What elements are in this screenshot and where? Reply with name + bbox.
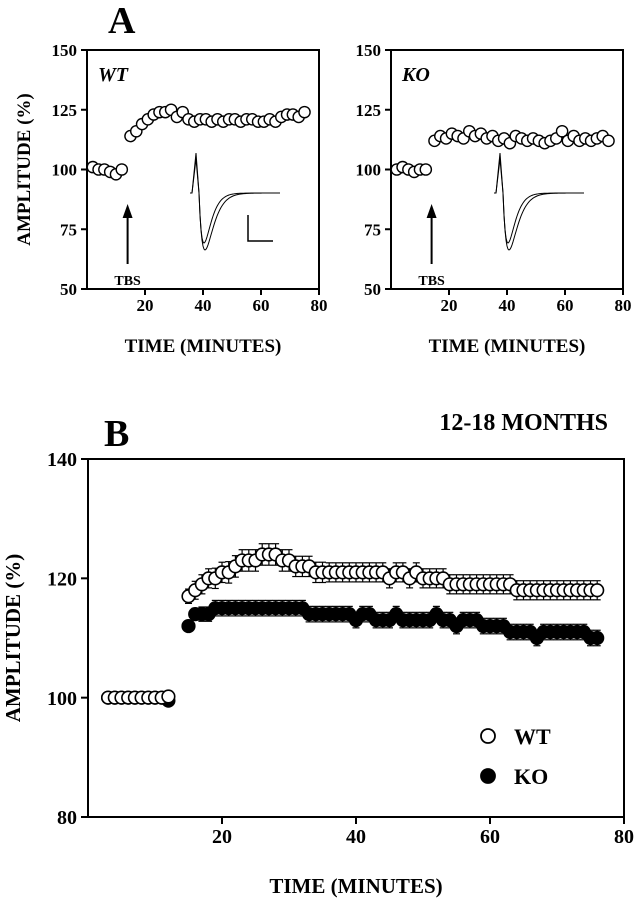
panel-b-chart: 80 100 120 140 20 40 60 80 TIME (MINUTES) AMPLITU… (1, 410, 634, 898)
y-tick-label: 140 (47, 449, 77, 471)
data-point-ko (590, 630, 605, 646)
x-axis-label: TIME (MINUTES) (269, 874, 442, 898)
chart-title: 12-18 MONTHS (439, 410, 608, 436)
y-axis-label: AMPLITUDE (%) (1, 554, 25, 723)
panel-letter-a: A (108, 0, 136, 42)
y-tick-label: 125 (52, 101, 78, 120)
panel-a-wt-chart: 50 75 100 125 150 20 40 60 80 TIME (MINUTES) AMPLI… (14, 41, 328, 357)
y-tick-label: 150 (356, 41, 382, 60)
x-tick-label: 60 (557, 296, 574, 315)
epsp-trace (190, 152, 280, 251)
epsp-trace (494, 152, 584, 251)
data-point-wt (590, 583, 605, 598)
x-axis-label: TIME (MINUTES) (125, 336, 282, 357)
x-tick-label: 80 (615, 296, 632, 315)
panel-letter-b: B (104, 413, 129, 455)
data-point (555, 124, 569, 138)
y-tick-label: 100 (52, 161, 78, 180)
y-tick-label: 120 (47, 569, 77, 591)
y-tick-label: 80 (57, 807, 77, 829)
y-tick-label: 50 (60, 280, 77, 299)
data-point (602, 134, 615, 148)
legend: WT KO (480, 724, 551, 789)
y-tick-label: 100 (47, 688, 77, 710)
panel-a-ko-chart: 50 75 100 125 150 20 40 60 80 TIME (MINUTES) KO TBS (356, 41, 632, 357)
y-axis-label: AMPLITUDE (%) (14, 93, 35, 246)
x-tick-label: 80 (614, 826, 634, 848)
x-tick-label: 40 (499, 296, 516, 315)
epsp-trace (190, 158, 280, 244)
x-tick-label: 20 (212, 826, 232, 848)
data-point (115, 163, 129, 176)
tbs-arrowhead (426, 204, 437, 218)
y-tick-label: 50 (364, 280, 381, 299)
y-tick-label: 150 (52, 41, 78, 60)
x-tick-label: 40 (195, 296, 212, 315)
data-point-ko (181, 618, 196, 634)
legend-label-wt: WT (514, 724, 551, 749)
legend-marker-wt (480, 728, 496, 744)
tbs-label: TBS (418, 274, 445, 289)
x-tick-label: 20 (137, 296, 154, 315)
x-tick-label: 40 (346, 826, 366, 848)
tbs-label: TBS (114, 274, 141, 289)
inset-label: WT (98, 64, 129, 86)
x-tick-label: 20 (441, 296, 458, 315)
x-tick-label: 80 (311, 296, 328, 315)
data-point-wt (161, 689, 176, 704)
x-tick-label: 60 (480, 826, 500, 848)
legend-marker-ko (480, 768, 496, 784)
y-tick-label: 100 (356, 161, 382, 180)
y-tick-label: 75 (60, 220, 77, 239)
x-tick-label: 60 (253, 296, 270, 315)
data-point (298, 105, 311, 119)
y-tick-label: 75 (364, 220, 381, 239)
tbs-arrowhead (122, 204, 133, 218)
epsp-trace (494, 158, 584, 244)
legend-label-ko: KO (514, 764, 548, 789)
inset-label: KO (401, 64, 430, 86)
y-tick-label: 125 (356, 101, 382, 120)
x-axis-label: TIME (MINUTES) (429, 336, 586, 357)
scale-bar (247, 215, 273, 242)
data-point (419, 163, 433, 176)
